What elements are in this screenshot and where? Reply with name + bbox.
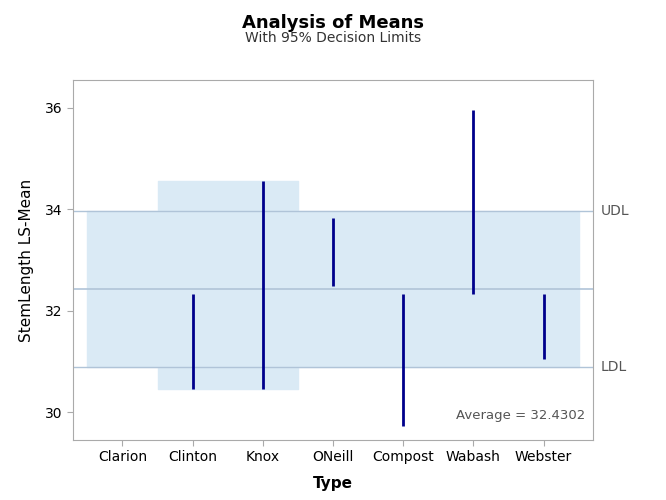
X-axis label: Type: Type <box>313 476 353 490</box>
Text: LDL: LDL <box>601 360 627 374</box>
Text: Average = 32.4302: Average = 32.4302 <box>456 409 585 422</box>
Y-axis label: StemLength LS-Mean: StemLength LS-Mean <box>19 178 34 342</box>
Text: UDL: UDL <box>601 204 629 218</box>
Text: With 95% Decision Limits: With 95% Decision Limits <box>245 30 421 44</box>
Text: Analysis of Means: Analysis of Means <box>242 14 424 32</box>
